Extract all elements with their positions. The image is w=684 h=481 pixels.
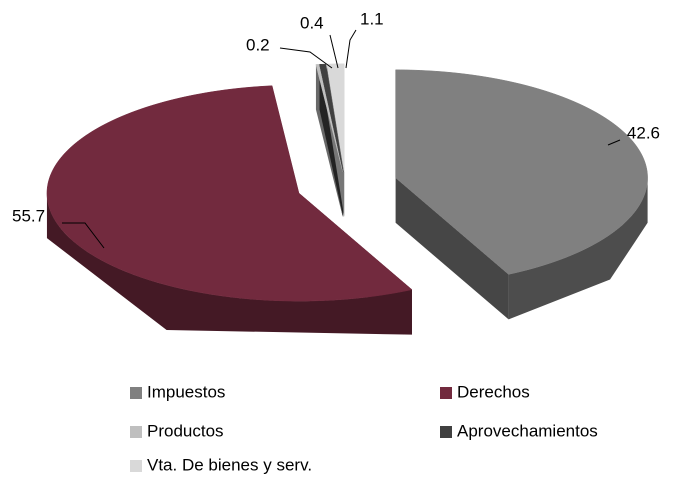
leader-line bbox=[329, 34, 339, 69]
legend-label: Impuestos bbox=[147, 382, 225, 401]
legend-label: Aprovechamientos bbox=[457, 421, 598, 440]
slice bbox=[395, 69, 648, 275]
data-label: 1.1 bbox=[360, 9, 384, 28]
legend-swatch bbox=[440, 387, 452, 399]
leader-line bbox=[62, 222, 105, 249]
legend-swatch bbox=[130, 426, 142, 438]
data-label: 42.6 bbox=[627, 123, 660, 142]
legend-swatch bbox=[130, 387, 142, 399]
legend-swatch bbox=[130, 460, 142, 472]
slice-side bbox=[46, 193, 412, 335]
leader-line bbox=[345, 29, 357, 69]
legend-label: Derechos bbox=[457, 382, 530, 401]
legend-label: Productos bbox=[147, 421, 224, 440]
legend-swatch bbox=[440, 426, 452, 438]
slice bbox=[319, 63, 344, 172]
data-label: 55.7 bbox=[12, 206, 45, 225]
legend-label: Vta. De bienes y serv. bbox=[147, 455, 312, 474]
leader-line bbox=[607, 139, 621, 146]
data-label: 0.4 bbox=[300, 13, 324, 32]
slice bbox=[46, 85, 413, 302]
slice-edge bbox=[395, 177, 509, 320]
data-label: 0.2 bbox=[246, 35, 270, 54]
slice bbox=[315, 64, 344, 172]
leader-line bbox=[279, 47, 333, 69]
slice-side bbox=[508, 177, 648, 320]
